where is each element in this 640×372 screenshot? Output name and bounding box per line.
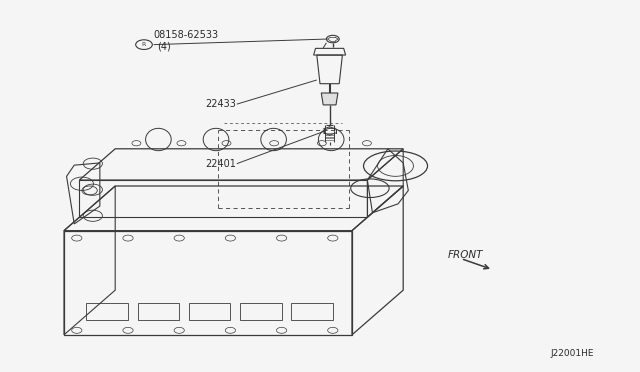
Text: (4): (4) — [157, 42, 170, 51]
Text: J22001HE: J22001HE — [550, 349, 594, 358]
Text: 08158-62533: 08158-62533 — [154, 31, 219, 40]
Text: FRONT: FRONT — [448, 250, 483, 260]
Text: R: R — [142, 42, 146, 47]
Polygon shape — [321, 93, 338, 105]
Text: 22433: 22433 — [205, 99, 236, 109]
Text: 22401: 22401 — [205, 159, 236, 169]
